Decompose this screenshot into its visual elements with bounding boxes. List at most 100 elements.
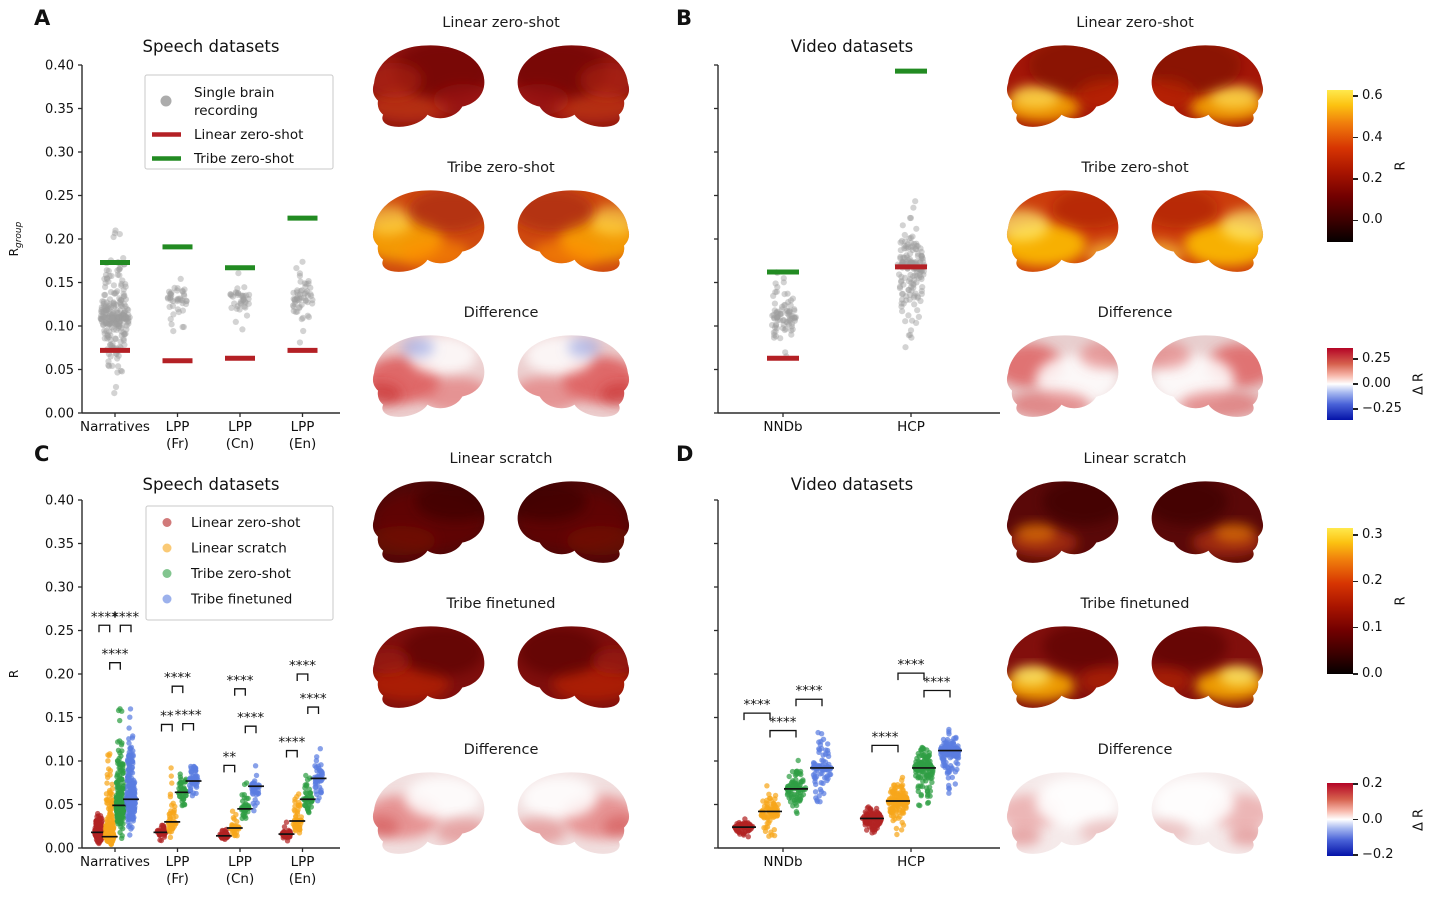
recording-dot xyxy=(907,331,914,338)
recording-dot xyxy=(303,280,310,287)
colorbar-tick xyxy=(1353,854,1358,856)
recording-dot xyxy=(103,275,110,282)
recording-dot xyxy=(899,290,906,297)
recording-dot xyxy=(299,258,306,265)
recording-dot xyxy=(913,258,920,265)
recording-dot xyxy=(125,306,132,313)
series-dot xyxy=(305,808,311,814)
y-tick-label: 0.10 xyxy=(45,320,74,335)
series-dot xyxy=(913,773,919,779)
colorbar-tick-label: −0.25 xyxy=(1362,401,1402,416)
brain-activation-blob xyxy=(531,239,601,270)
significance-bracket xyxy=(109,662,121,670)
recording-dot xyxy=(98,312,105,320)
brain-activation-blob xyxy=(401,337,435,358)
brain-group xyxy=(517,481,630,567)
recording-dot xyxy=(167,294,174,301)
series-dot xyxy=(252,803,258,809)
series-dot xyxy=(949,774,955,781)
recording-dot xyxy=(115,309,122,316)
recording-dot xyxy=(784,290,791,297)
recording-dot xyxy=(899,258,906,265)
recording-dot xyxy=(781,302,788,309)
significance-bracket xyxy=(307,706,320,715)
series-dot xyxy=(897,813,903,820)
brain-paint xyxy=(517,335,630,421)
series-dot xyxy=(900,822,907,828)
recording-dot xyxy=(918,248,925,255)
series-dot xyxy=(811,761,817,767)
series-dot xyxy=(793,802,800,809)
series-dot xyxy=(784,792,791,798)
recording-dot xyxy=(116,314,123,321)
recording-dot xyxy=(792,314,799,321)
recording-dot xyxy=(179,300,186,307)
recording-dot xyxy=(908,287,915,294)
brain-row-speech-trained-difference: Difference xyxy=(356,739,646,861)
recording-dot xyxy=(108,311,115,319)
recording-dot xyxy=(239,294,247,301)
brain-pair xyxy=(356,326,646,424)
recording-dot xyxy=(120,255,127,262)
significance-stars: **** xyxy=(744,697,771,713)
recording-dot xyxy=(114,314,121,321)
brain-activation-blob xyxy=(1151,190,1218,229)
series-dot xyxy=(181,786,187,793)
recording-dot xyxy=(110,282,117,289)
recording-dot xyxy=(177,295,184,302)
recording-dot xyxy=(118,368,126,375)
series-dot xyxy=(116,813,122,819)
recording-dot xyxy=(902,318,909,325)
panel-title: Video datasets xyxy=(791,475,913,494)
recording-dot xyxy=(914,243,921,250)
recording-dot xyxy=(912,272,919,279)
brain-activation-blob xyxy=(1151,819,1191,844)
brain-activation-blob xyxy=(600,382,630,407)
legend-label: Linear zero-shot xyxy=(194,127,303,143)
recording-dot xyxy=(108,309,115,316)
colorbar-tick xyxy=(1353,219,1358,222)
recording-dot xyxy=(112,316,119,323)
recording-dot xyxy=(105,318,112,325)
recording-dot xyxy=(102,307,109,314)
brain-pair xyxy=(356,617,646,715)
series-dot xyxy=(127,714,133,720)
x-tick-label: Narratives xyxy=(80,854,150,870)
recording-dot xyxy=(240,292,247,299)
recording-dot xyxy=(239,326,246,333)
recording-dot xyxy=(98,308,105,315)
brain-activation-blob xyxy=(433,84,485,116)
brain-activation-blob xyxy=(1213,522,1256,543)
recording-dot xyxy=(100,300,107,307)
recording-dot xyxy=(907,271,914,278)
series-dot xyxy=(167,834,174,840)
recording-dot xyxy=(791,307,798,314)
recording-dot xyxy=(107,353,114,360)
brain-group xyxy=(372,45,485,131)
brain-row-label: Tribe zero-shot xyxy=(447,160,555,176)
brain-map-medial xyxy=(517,772,630,858)
series-dot xyxy=(192,767,199,774)
recording-dot xyxy=(305,314,312,321)
recording-dot xyxy=(238,292,245,299)
recording-dot xyxy=(116,295,123,302)
recording-dot xyxy=(180,291,188,298)
significance-bracket xyxy=(223,764,236,773)
recording-dot xyxy=(898,303,905,310)
brain-group xyxy=(1151,335,1264,421)
significance-stars: **** xyxy=(227,673,254,689)
recording-dot xyxy=(228,304,235,311)
recording-dot xyxy=(117,300,124,307)
recording-dot xyxy=(116,320,123,327)
recording-dot xyxy=(104,320,111,327)
legend-label: Single brain xyxy=(194,85,275,101)
significance-bracket xyxy=(769,729,797,738)
series-dot xyxy=(107,811,113,817)
recording-dot xyxy=(783,307,790,314)
series-dot xyxy=(867,806,873,812)
colorbar-axis-label: Δ R xyxy=(1411,808,1427,831)
recording-dot xyxy=(298,287,306,294)
series-dot xyxy=(916,802,922,808)
recording-dot xyxy=(787,312,794,319)
recording-dot xyxy=(97,316,105,323)
